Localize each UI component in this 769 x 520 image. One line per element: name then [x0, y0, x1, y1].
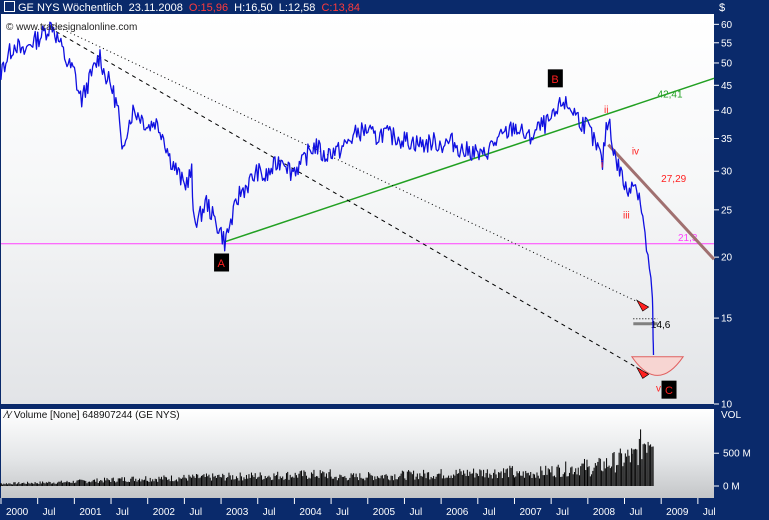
wave-box-label-b: B — [551, 74, 558, 86]
downtrend-label: 27,29 — [661, 174, 686, 185]
price-line — [0, 21, 655, 356]
wave-label-iv: iv — [632, 146, 639, 157]
chart-header: GE NYS Wöchentlich 23.11.2008 O:15,96 H:… — [4, 1, 363, 15]
time-tick-label: 2009 — [666, 507, 689, 518]
uptrend-line — [224, 77, 715, 243]
time-tick-label: Jul — [409, 507, 422, 518]
downtrend-channel — [607, 143, 716, 261]
target-arrow — [635, 366, 650, 379]
price-tick-label: 60 — [721, 20, 733, 31]
volume-tick-label: 500 M — [723, 449, 751, 460]
time-tick-label: 2007 — [519, 507, 542, 518]
price-tick-label: 55 — [721, 38, 733, 49]
target-zone — [630, 356, 685, 376]
time-tick-label: 2008 — [593, 507, 616, 518]
price-tick-label: 10 — [721, 400, 733, 411]
time-tick-label: 2006 — [446, 507, 469, 518]
time-tick-label: Jul — [703, 507, 716, 518]
target-arrow — [635, 299, 650, 312]
watermark: © www.tradesignalonline.com — [6, 22, 137, 33]
time-tick-label: Jul — [556, 507, 569, 518]
wave-label-i: i — [601, 160, 603, 171]
uptrend-label: 42,41 — [658, 89, 683, 100]
volume-tick-label: 0 M — [723, 482, 740, 493]
wave-box-a — [214, 253, 230, 272]
time-tick-label: Jul — [630, 507, 643, 518]
price-tick-label: 45 — [721, 81, 733, 92]
time-tick-label: Jul — [483, 507, 496, 518]
chart-date: 23.11.2008 — [128, 2, 183, 14]
time-tick-label: 2002 — [153, 507, 176, 518]
price-tick-label: 15 — [721, 314, 733, 325]
time-tick-label: Jul — [189, 507, 202, 518]
low-level-label: 14,6 — [651, 320, 671, 331]
wave-box-c — [661, 380, 677, 399]
watermark-text: www.tradesignalonline.com — [16, 22, 138, 33]
price-tick-label: 35 — [721, 134, 733, 145]
wave-label-ii: ii — [604, 105, 608, 116]
support-level-label: 21,3 — [678, 233, 698, 244]
low-value: L:12,58 — [278, 2, 316, 14]
time-tick-label: 2000 — [6, 507, 29, 518]
volume-axis-title: VOL — [721, 410, 741, 421]
time-tick-label: 2003 — [226, 507, 249, 518]
time-tick-label: Jul — [43, 507, 56, 518]
open-value: O:15,96 — [188, 2, 229, 14]
wave-box-label-a: A — [218, 258, 226, 270]
wave-label-v: v — [656, 384, 661, 395]
wave-box-b — [547, 69, 563, 88]
close-value: C:13,84 — [321, 2, 361, 14]
price-pane[interactable] — [1, 14, 714, 404]
dotted-trendline — [52, 23, 649, 308]
volume-bars — [0, 429, 654, 486]
time-tick-label: 2004 — [299, 507, 322, 518]
time-tick-label: 2001 — [79, 507, 102, 518]
price-tick-label: 25 — [721, 205, 733, 216]
volume-value: 648907244 — [82, 410, 133, 421]
price-tick-label: 20 — [721, 253, 733, 264]
volume-legend: ⁄\⁄ Volume [None] 648907244 (GE NYS) — [5, 410, 180, 421]
currency-label: $ — [719, 2, 726, 14]
time-tick-label: Jul — [336, 507, 349, 518]
volume-indicator-icon: ⁄\⁄ — [5, 410, 12, 421]
price-tick-label: 40 — [721, 106, 733, 117]
time-tick-label: Jul — [263, 507, 276, 518]
chart-symbol-icon[interactable] — [4, 1, 15, 12]
wave-box-label-c: C — [665, 385, 673, 397]
wave-label-iii: iii — [623, 210, 630, 221]
price-tick-label: 30 — [721, 167, 733, 178]
chart-title: GE NYS Wöchentlich — [18, 2, 123, 14]
volume-label: Volume [None] — [13, 410, 80, 421]
time-tick-label: 2005 — [373, 507, 396, 518]
high-value: H:16,50 — [234, 2, 273, 14]
time-tick-label: Jul — [116, 507, 129, 518]
volume-symbol: (GE NYS) — [135, 410, 180, 421]
price-tick-label: 50 — [721, 58, 733, 69]
copyright-icon: © — [6, 22, 14, 33]
dashed-trendline — [55, 31, 649, 375]
